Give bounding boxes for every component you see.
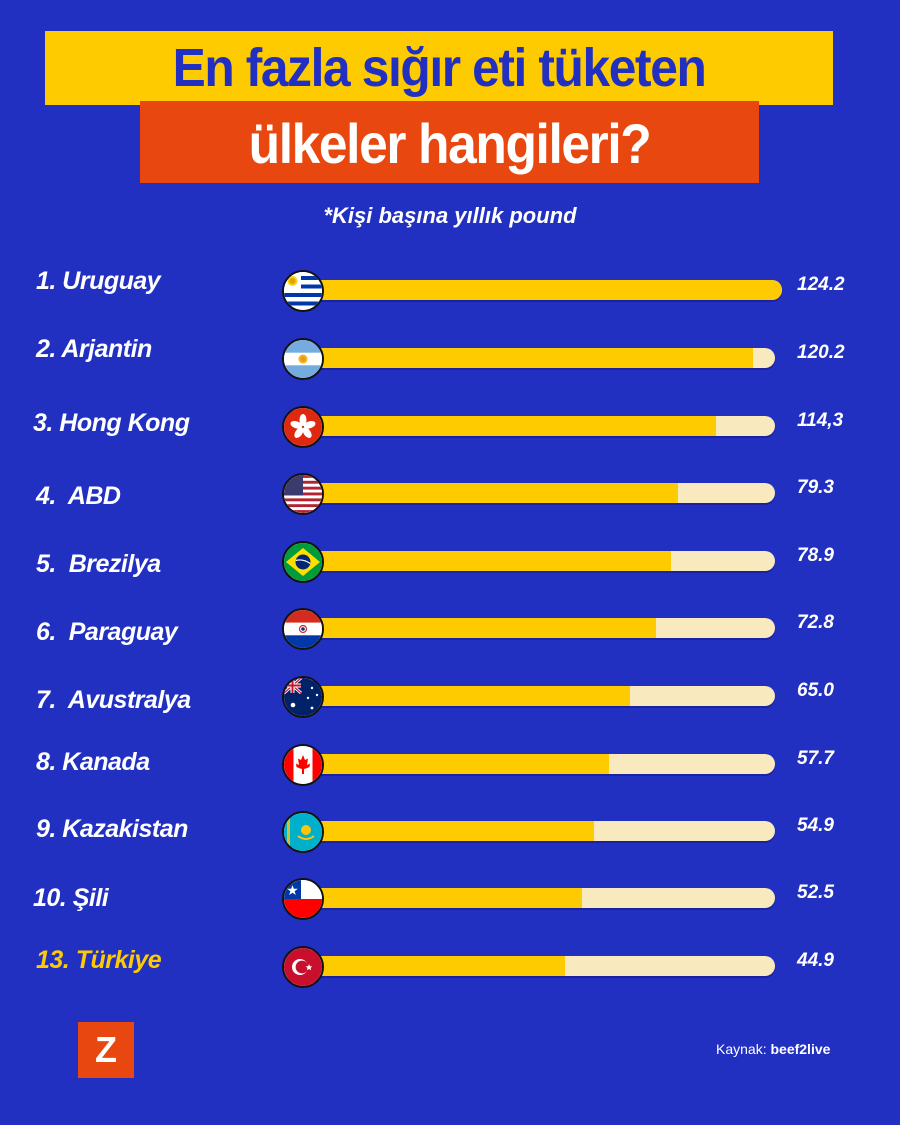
row-value: 79.3 [797, 477, 834, 498]
row-value: 44.9 [797, 950, 834, 971]
chart-row-argentina: 2. Arjantin 120.2 [0, 335, 900, 380]
source-credit: Kaynak: beef2live [716, 1041, 830, 1057]
brazil-flag-icon [282, 541, 324, 583]
chile-flag-icon [282, 878, 324, 920]
bar-fill [300, 754, 609, 774]
row-value: 72.8 [797, 612, 834, 633]
row-value: 65.0 [797, 680, 834, 701]
bar-track [300, 348, 775, 368]
row-value: 120.2 [797, 342, 845, 363]
bar-track [300, 483, 775, 503]
chart-row-usa: 4. ABD 79.3 [0, 471, 900, 515]
chart-row-brazil: 5. Brezilya 78.9 [0, 539, 900, 583]
row-label: 5. Brezilya [36, 550, 161, 578]
title-line2: ülkeler hangileri? [248, 112, 652, 175]
chart-row-chile: 10. Şili 52.5 [0, 876, 900, 920]
title-banner-line1: En fazla sığır eti tüketen [45, 31, 833, 105]
bar-fill [300, 888, 582, 908]
bar-track [300, 888, 775, 908]
chart-row-hong-kong: 3. Hong Kong 114,3 [0, 404, 900, 448]
chart-row-australia: 7. Avustralya 65.0 [0, 674, 900, 718]
bar-fill [300, 956, 565, 976]
row-label: 10. Şili [33, 884, 109, 912]
bar-fill [300, 416, 716, 436]
paraguay-flag-icon [282, 608, 324, 650]
bar-fill [300, 348, 753, 368]
row-label: 3. Hong Kong [33, 409, 190, 437]
bar-fill [300, 483, 678, 503]
uruguay-flag-icon [282, 270, 324, 312]
chart-row-canada: 8. Kanada 57.7 [0, 742, 900, 786]
row-label: 9. Kazakistan [36, 815, 188, 843]
turkey-flag-icon [282, 946, 324, 988]
source-label: Kaynak: [716, 1041, 767, 1057]
hong-kong-flag-icon [282, 406, 324, 448]
row-value: 57.7 [797, 748, 834, 769]
title-line1: En fazla sığır eti tüketen [172, 38, 707, 98]
argentina-flag-icon [282, 338, 324, 380]
bar-fill [300, 821, 594, 841]
bar-fill [300, 551, 671, 571]
row-label: 8. Kanada [36, 748, 150, 776]
bar-track [300, 754, 775, 774]
usa-flag-icon [282, 473, 324, 515]
row-value: 54.9 [797, 815, 834, 836]
row-value: 52.5 [797, 882, 834, 903]
source-value: beef2live [770, 1041, 831, 1057]
bar-track [300, 416, 775, 436]
row-label-highlighted: 13. Türkiye [36, 946, 162, 974]
bar-fill [300, 618, 656, 638]
chart-row-paraguay: 6. Paraguay 72.8 [0, 606, 900, 650]
row-label: 1. Uruguay [36, 267, 161, 295]
brand-logo: Z [78, 1022, 134, 1078]
chart-row-kazakhstan: 9. Kazakistan 54.9 [0, 809, 900, 853]
row-label: 2. Arjantin [36, 335, 152, 363]
row-value: 114,3 [797, 410, 844, 431]
chart-row-turkey: 13. Türkiye 44.9 [0, 944, 900, 988]
bar-track [300, 686, 775, 706]
row-label: 4. ABD [36, 482, 121, 510]
bar-track [300, 551, 775, 571]
bar-fill [300, 280, 782, 300]
subtitle: *Kişi başına yıllık pound [323, 203, 577, 228]
row-label: 6. Paraguay [36, 618, 178, 646]
bar-track [300, 618, 775, 638]
bar-track [300, 821, 775, 841]
canada-flag-icon [282, 744, 324, 786]
chart-row-uruguay: 1. Uruguay 124.2 [0, 267, 900, 312]
row-value: 78.9 [797, 545, 834, 566]
bar-fill [300, 686, 630, 706]
bar-track [300, 956, 775, 976]
australia-flag-icon [282, 676, 324, 718]
bar-track [300, 280, 782, 300]
row-label: 7. Avustralya [36, 686, 191, 714]
title-banner-line2: ülkeler hangileri? [140, 101, 759, 183]
row-value: 124.2 [797, 274, 845, 295]
kazakhstan-flag-icon [282, 811, 324, 853]
